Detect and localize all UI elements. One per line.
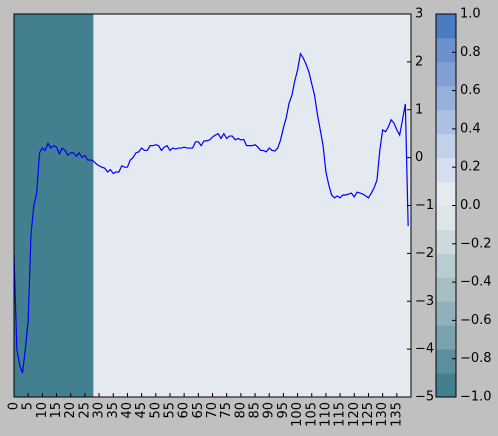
y-tick-label: 0 (415, 150, 423, 165)
x-tick-label: 100 (290, 402, 305, 427)
colorbar-band (436, 325, 456, 350)
colorbar-tick-label: 0.6 (460, 83, 481, 98)
x-tick-label: 115 (333, 402, 348, 427)
colorbar-band (436, 277, 456, 302)
colorbar-band (436, 133, 456, 159)
y-tick-label: −5 (415, 390, 434, 405)
x-tick-label: 15 (49, 402, 64, 419)
colorbar-band (436, 14, 456, 39)
x-tick-label: 95 (276, 402, 291, 419)
x-tick-label: 65 (191, 402, 206, 419)
colorbar-tick-label: −0.2 (460, 236, 492, 251)
x-tick-label: 105 (304, 402, 319, 427)
x-tick-label: 80 (233, 402, 248, 419)
y-tick-label: −3 (415, 294, 434, 309)
colorbar-band (436, 157, 456, 183)
y-tick-label: 2 (415, 54, 423, 69)
colorbar-band (436, 37, 456, 63)
colorbar-tick-label: 0.0 (460, 198, 481, 213)
colorbar-tick-label: 1.0 (460, 7, 481, 22)
x-tick-label: 10 (35, 402, 50, 419)
x-tick-label: 30 (92, 402, 107, 419)
colorbar-band (436, 61, 456, 87)
colorbar-tick-label: −1.0 (460, 390, 492, 405)
x-tick-label: 135 (389, 402, 404, 427)
colorbar-tick-label: 0.2 (460, 160, 481, 175)
x-tick-label: 20 (63, 402, 78, 419)
x-tick-label: 70 (205, 402, 220, 419)
region (93, 14, 412, 397)
x-tick-label: 85 (248, 402, 263, 419)
colorbar-band (436, 205, 456, 230)
colorbar-tick-label: −0.6 (460, 313, 492, 328)
x-tick-label: 0 (7, 402, 22, 410)
x-tick-label: 25 (77, 402, 92, 419)
colorbar-band (436, 373, 456, 398)
x-tick-label: 110 (318, 402, 333, 427)
x-tick-label: 75 (219, 402, 234, 419)
colorbar-band (436, 301, 456, 326)
colorbar-band (436, 85, 456, 111)
colorbar-tick-label: −0.8 (460, 351, 492, 366)
data-line (13, 52, 409, 374)
colorbar-tick-label: 0.4 (460, 121, 481, 136)
x-tick-label: 5 (21, 402, 36, 410)
x-tick-label: 45 (134, 402, 149, 419)
colorbar-band (436, 229, 456, 254)
colorbar-band (436, 109, 456, 135)
x-tick-label: 60 (177, 402, 192, 419)
colorbar-band (436, 181, 456, 206)
x-tick-label: 125 (361, 402, 376, 427)
x-tick-label: 130 (375, 402, 390, 427)
x-tick-label: 90 (262, 402, 277, 419)
y-tick-label: −1 (415, 198, 434, 213)
x-tick-label: 50 (148, 402, 163, 419)
colorbar-band (436, 349, 456, 374)
y-tick-label: 3 (415, 7, 423, 22)
y-tick-label: 1 (415, 102, 423, 117)
x-tick-label: 120 (347, 402, 362, 427)
y-tick-label: −2 (415, 246, 434, 261)
y-tick-label: −4 (415, 342, 434, 357)
colorbar-band (436, 253, 456, 278)
x-tick-label: 35 (106, 402, 121, 419)
x-tick-label: 40 (120, 402, 135, 419)
colorbar-tick-label: −0.4 (460, 275, 492, 290)
colorbar-tick-label: 0.8 (460, 45, 481, 60)
x-tick-label: 55 (162, 402, 177, 419)
